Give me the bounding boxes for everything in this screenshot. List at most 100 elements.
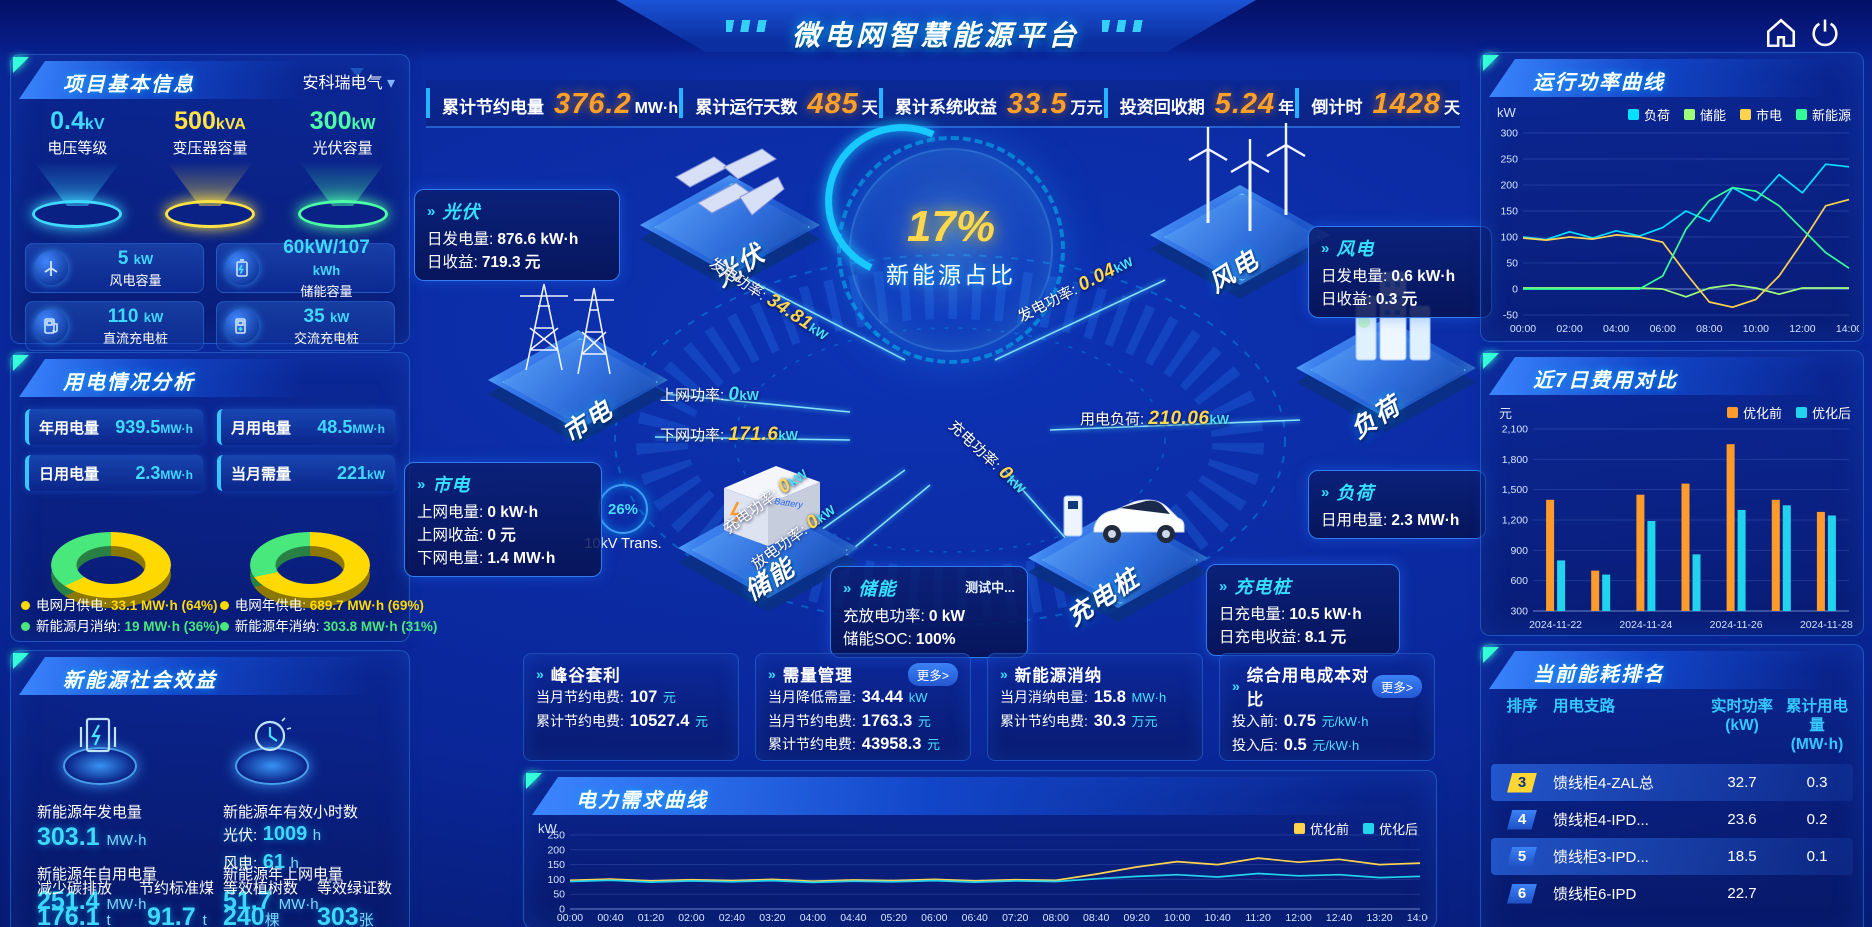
svg-text:50: 50 [1506, 258, 1518, 270]
usage-stat-label: 月用电量 [231, 419, 292, 437]
usage-stat-label: 年用电量 [39, 419, 100, 437]
panel-header: 近7日费用对比 [1489, 357, 1843, 395]
transformer-load-badge[interactable]: 26% [598, 484, 648, 534]
generation-pedestal-icon [55, 707, 141, 793]
svg-text:13:20: 13:20 [1366, 912, 1392, 924]
cone-value: 0.4kV [50, 107, 105, 135]
stat-value: 5 kW [117, 247, 154, 269]
ranking-row[interactable]: 4 馈线柜4-IPD... 23.6 0.2 [1491, 801, 1853, 838]
y-axis-unit: kW [538, 821, 557, 836]
stat-text: 35 kW 交流充电桩 [267, 306, 386, 347]
svg-text:2,100: 2,100 [1502, 424, 1528, 436]
charger-info-card[interactable]: » 充电桩 日充电量: 10.5 kW·h 日充电收益: 8.1 元 [1206, 564, 1400, 656]
summary-row-label: 当月节约电费: [768, 712, 860, 729]
legend-value: 689.7 MW·h (69%) [309, 598, 424, 613]
storage-info-card[interactable]: » 储能 测试中... 充放电功率: 0 kW 储能SOC: 100% [830, 566, 1028, 658]
summary-row-label: 累计节约电费: [768, 736, 860, 752]
capacity-stat: 60kW/107 kWh 储能容量 [216, 237, 395, 299]
grid-platform[interactable] [488, 283, 668, 444]
grid-info-card[interactable]: » 市电 上网电量: 0 kW·h 上网收益: 0 元 下网电量: 1.4 MW·h [404, 462, 602, 577]
more-button[interactable]: 更多> [907, 662, 958, 686]
cert-label: 等效绿证数 [317, 880, 393, 897]
summary-card-title: 峰谷套利 [550, 667, 621, 685]
chevron-icon: » [427, 202, 436, 220]
svg-text:08:00: 08:00 [1696, 323, 1722, 335]
charger-platform[interactable] [1028, 495, 1208, 622]
load-power-flow: 用电负荷: 210.06kW [1080, 408, 1229, 429]
panel-header: 运行功率曲线 [1489, 59, 1843, 97]
svg-text:900: 900 [1510, 545, 1528, 557]
legend-swatch-icon [1293, 823, 1305, 834]
power-cell: 18.5 [1727, 848, 1757, 865]
power-icon[interactable] [1808, 16, 1842, 50]
legend-item[interactable]: 新能源 [1795, 105, 1851, 124]
legend-item[interactable]: 优化前 [1293, 819, 1349, 838]
legend-item[interactable]: 优化后 [1362, 819, 1418, 838]
usage-stat-label: 日用电量 [39, 465, 100, 483]
storage-status-badge: 测试中... [965, 580, 1015, 595]
legend-item: 新能源月消纳: 19 MW·h (36%) [21, 616, 220, 637]
rank-badge: 5 [1507, 846, 1537, 867]
stat-label: 储能容量 [300, 283, 353, 299]
panel-corner-icon [13, 653, 29, 669]
summary-row-unit: 元 [659, 690, 676, 705]
legend-label: 负荷 [1643, 108, 1670, 123]
project-stats: 5 kW 风电容量 60kW/107 kWh 储能容量 110 kW 直流充电桩 35 kW… [25, 237, 395, 351]
kpi-value: 5.24 [1214, 88, 1276, 120]
legend-item[interactable]: 优化后 [1795, 403, 1851, 422]
legend-item[interactable]: 市电 [1739, 105, 1782, 124]
usage-stat: 月用电量 48.5MW·h [217, 409, 395, 445]
rank-cell: 5 [1491, 846, 1553, 867]
panel-title: 运行功率曲线 [1533, 72, 1665, 94]
legend-item: 新能源年消纳: 303.8 MW·h (31%) [219, 616, 437, 637]
legend-item[interactable]: 负荷 [1627, 105, 1670, 124]
svg-text:03:20: 03:20 [759, 912, 785, 924]
svg-text:14:00: 14:00 [1836, 323, 1859, 335]
summary-card-header: » 新能源消纳 [1000, 662, 1190, 686]
svg-text:04:00: 04:00 [1603, 323, 1629, 335]
legend-swatch-icon [1683, 109, 1695, 120]
legend-item[interactable]: 优化前 [1726, 403, 1782, 422]
ranking-row[interactable]: 3 馈线柜4-ZAL总 32.7 0.3 [1491, 764, 1853, 801]
legend-swatch-icon [1795, 407, 1807, 418]
legend-swatch-icon [1739, 109, 1751, 120]
ranking-row[interactable]: 5 馈线柜3-IPD... 18.5 0.1 [1491, 838, 1853, 875]
summary-row-unit: 元 [923, 737, 941, 752]
legend-label: 新能源年消纳: [234, 619, 324, 634]
panel-header: 新能源社会效益 [19, 657, 389, 695]
tree-value: 240棵 [223, 903, 280, 927]
rank-cell: 6 [1491, 883, 1553, 904]
power-cell: 22.7 [1727, 885, 1757, 902]
panel-header: 当前能耗排名 [1489, 651, 1843, 689]
summary-row-label: 当月消纳电量: [1000, 689, 1092, 705]
summary-card-header: » 需量管理 更多> [768, 662, 958, 686]
load-info-card[interactable]: » 负荷 日用电量: 2.3 MW·h [1308, 470, 1486, 539]
legend-item[interactable]: 储能 [1683, 105, 1726, 124]
svg-text:0: 0 [1512, 284, 1518, 296]
load-platform[interactable] [1296, 271, 1476, 432]
svg-text:10:00: 10:00 [1743, 323, 1769, 335]
summary-row-unit: 元 [914, 713, 931, 729]
summary-card: » 新能源消纳 当月消纳电量: 15.8 MW·h 累计节约电费: 30.3 万元 [987, 653, 1203, 761]
wind-info-card[interactable]: » 风电 日发电量: 0.6 kW·h 日收益: 0.3 元 [1308, 226, 1492, 318]
wind-platform[interactable] [1150, 123, 1330, 299]
company-select[interactable]: 安科瑞电气 ▾ [303, 69, 396, 93]
donut-legends: 电网月供电: 33.1 MW·h (64%) 新能源月消纳: 19 MW·h (3… [21, 595, 437, 637]
home-icon[interactable] [1764, 16, 1798, 50]
grid-export-flow: 上网功率: 0kW [660, 384, 759, 405]
self-label: 新能源年自用电量 [37, 866, 158, 883]
stat-value: 35 kW [303, 305, 350, 327]
kpi-label: 累计运行天数 [695, 98, 798, 117]
pv-info-card[interactable]: » 光伏 日发电量: 876.6 kW·h 日收益: 719.3 元 [414, 189, 620, 281]
panel-energy-ranking: 当前能耗排名 排序 用电支路 实时功率 (kW) 累计用电量 (MW·h) 3 馈线柜4-ZA… [1480, 644, 1864, 927]
chevron-icon: » [417, 475, 426, 493]
more-button[interactable]: 更多> [1371, 674, 1422, 698]
panel-corner-icon [526, 773, 542, 789]
legend-label: 电网月供电: [36, 598, 112, 613]
legend-label: 优化后 [1378, 822, 1418, 837]
cone-label: 变压器容量 [172, 140, 248, 157]
ranking-row[interactable]: 6 馈线柜6-IPD 22.7 [1491, 875, 1853, 912]
legend-label: 新能源月消纳: [36, 619, 125, 634]
legend-item: 电网年供电: 689.7 MW·h (69%) [219, 595, 438, 616]
